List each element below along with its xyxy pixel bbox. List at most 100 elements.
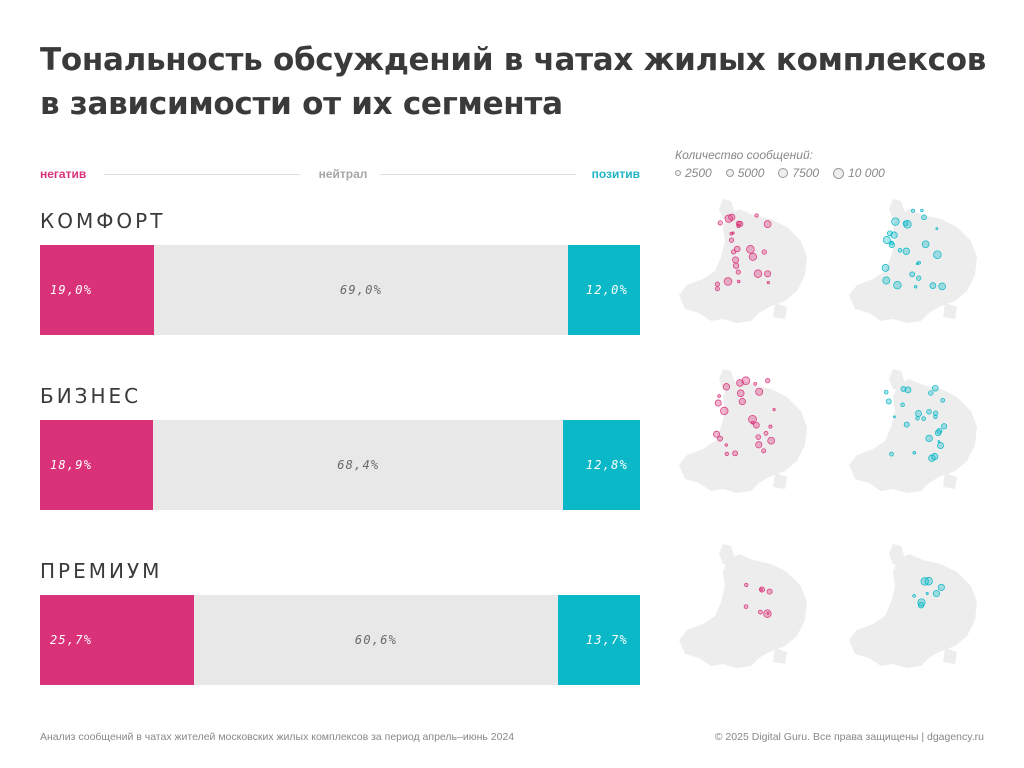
map-land-shape [773, 648, 787, 664]
data-label-neutral: 60,6% [354, 633, 398, 647]
bar-segment-positive: 12,0% [568, 245, 640, 335]
map-bubble [732, 256, 740, 264]
map-bubble [765, 378, 771, 384]
map-bubble [915, 262, 919, 266]
map-bubble [883, 389, 889, 395]
data-label-positive: 12,8% [585, 458, 628, 472]
map-bubble [722, 383, 731, 391]
map-bubble [911, 208, 915, 213]
map-bubble [914, 285, 918, 289]
map-bubble [714, 399, 722, 407]
stacked-bar-business: 18,9% 68,4% 12,8% [40, 420, 640, 510]
map-bubble [741, 376, 751, 386]
segment-title-business: БИЗНЕС [40, 384, 142, 408]
source-note: Анализ сообщений в чатах жителей московс… [40, 731, 515, 743]
legend-divider [104, 174, 300, 175]
map-bubble [755, 441, 763, 449]
map-bubble [723, 277, 733, 286]
map-bubble [761, 249, 767, 255]
segment-title-comfort: КОМФОРТ [40, 209, 166, 233]
map-bubble [754, 213, 759, 218]
map-bubble [766, 611, 770, 615]
map-bubble [933, 414, 938, 419]
map-bubble [934, 429, 942, 437]
map-bubble [924, 577, 933, 586]
map-land-shape [849, 554, 977, 668]
map-bubble [748, 252, 757, 261]
tonality-scale-legend: негатив нейтрал позитив [40, 166, 640, 182]
map-comfort-negative [679, 199, 807, 323]
map-bubble [932, 589, 940, 598]
map-bubble [743, 604, 749, 609]
map-bubble [731, 249, 737, 255]
map-bubble [938, 282, 946, 291]
map-bubble [763, 431, 769, 436]
bubble-legend-value: 7500 [792, 166, 820, 180]
bar-segment-neutral: 69,0% [154, 245, 568, 335]
map-bubble [925, 592, 929, 595]
map-comfort-positive [849, 199, 977, 323]
map-bubble [925, 434, 933, 443]
map-bubble [916, 275, 922, 281]
map-bubble [764, 270, 772, 278]
map-bubble [753, 421, 760, 429]
map-bubble [717, 435, 723, 442]
map-land-shape [679, 379, 807, 493]
bar-segment-negative: 18,9% [40, 420, 154, 510]
copyright-note: © 2025 Digital Guru. Все права защищены … [714, 731, 984, 743]
bubble-legend-items: 2500 5000 7500 10 000 [675, 165, 995, 181]
map-bubble [917, 598, 926, 607]
data-label-neutral: 69,0% [339, 283, 383, 297]
map-bubble [893, 415, 896, 419]
legend-negative: негатив [40, 167, 87, 181]
map-bubble [882, 236, 891, 244]
bubble-legend-item: 7500 [778, 166, 819, 180]
map-bubble [744, 582, 749, 588]
map-bubble [928, 454, 936, 462]
bar-segment-negative: 19,0% [40, 245, 154, 335]
map-bubble [724, 443, 728, 447]
segment-title-premium: ПРЕМИУМ [40, 559, 163, 583]
map-bubble [736, 389, 745, 398]
map-bubble [766, 281, 770, 285]
map-bubble [897, 248, 903, 253]
bar-segment-positive: 13,7% [557, 595, 640, 685]
bubble-legend-value: 5000 [737, 166, 765, 180]
chart-title: Тональность обсуждений в чатах жилых ком… [40, 42, 987, 122]
map-land-shape [773, 303, 787, 319]
map-bubble [759, 587, 763, 592]
map-bubble [714, 281, 720, 287]
map-bubble [900, 402, 905, 408]
map-bubble [735, 269, 741, 275]
map-bubble [728, 213, 736, 221]
bar-segment-negative: 25,7% [40, 595, 195, 685]
map-premium-negative [679, 544, 807, 668]
bubble-legend-value: 10 000 [848, 166, 885, 180]
map-bubble [772, 408, 776, 412]
bubble-size-legend: Количество сообщений: 2500 5000 7500 10 … [675, 147, 995, 181]
bubble-legend-item: 2500 [675, 166, 712, 180]
map-bubble [900, 386, 907, 392]
map-bubble [720, 406, 729, 416]
map-bubble [915, 416, 920, 421]
bar-segment-positive: 12,8% [563, 420, 640, 510]
map-bubble [921, 214, 927, 221]
map-land-shape [889, 544, 905, 566]
map-land-shape [719, 544, 735, 566]
map-bubble [926, 408, 932, 415]
map-bubble [904, 386, 912, 394]
map-land-shape [679, 209, 807, 323]
map-bubble [888, 241, 895, 248]
map-bubble [766, 588, 773, 595]
data-label-negative: 18,9% [50, 458, 93, 472]
map-bubble [912, 450, 917, 455]
map-bubble [885, 398, 892, 405]
map-bubble [732, 450, 738, 457]
map-bubble [921, 240, 930, 249]
map-bubble [763, 220, 772, 228]
map-land-shape [679, 554, 807, 668]
map-bubble [714, 286, 720, 292]
legend-divider [380, 174, 576, 175]
map-bubble [748, 415, 757, 424]
map-land-shape [773, 473, 787, 489]
